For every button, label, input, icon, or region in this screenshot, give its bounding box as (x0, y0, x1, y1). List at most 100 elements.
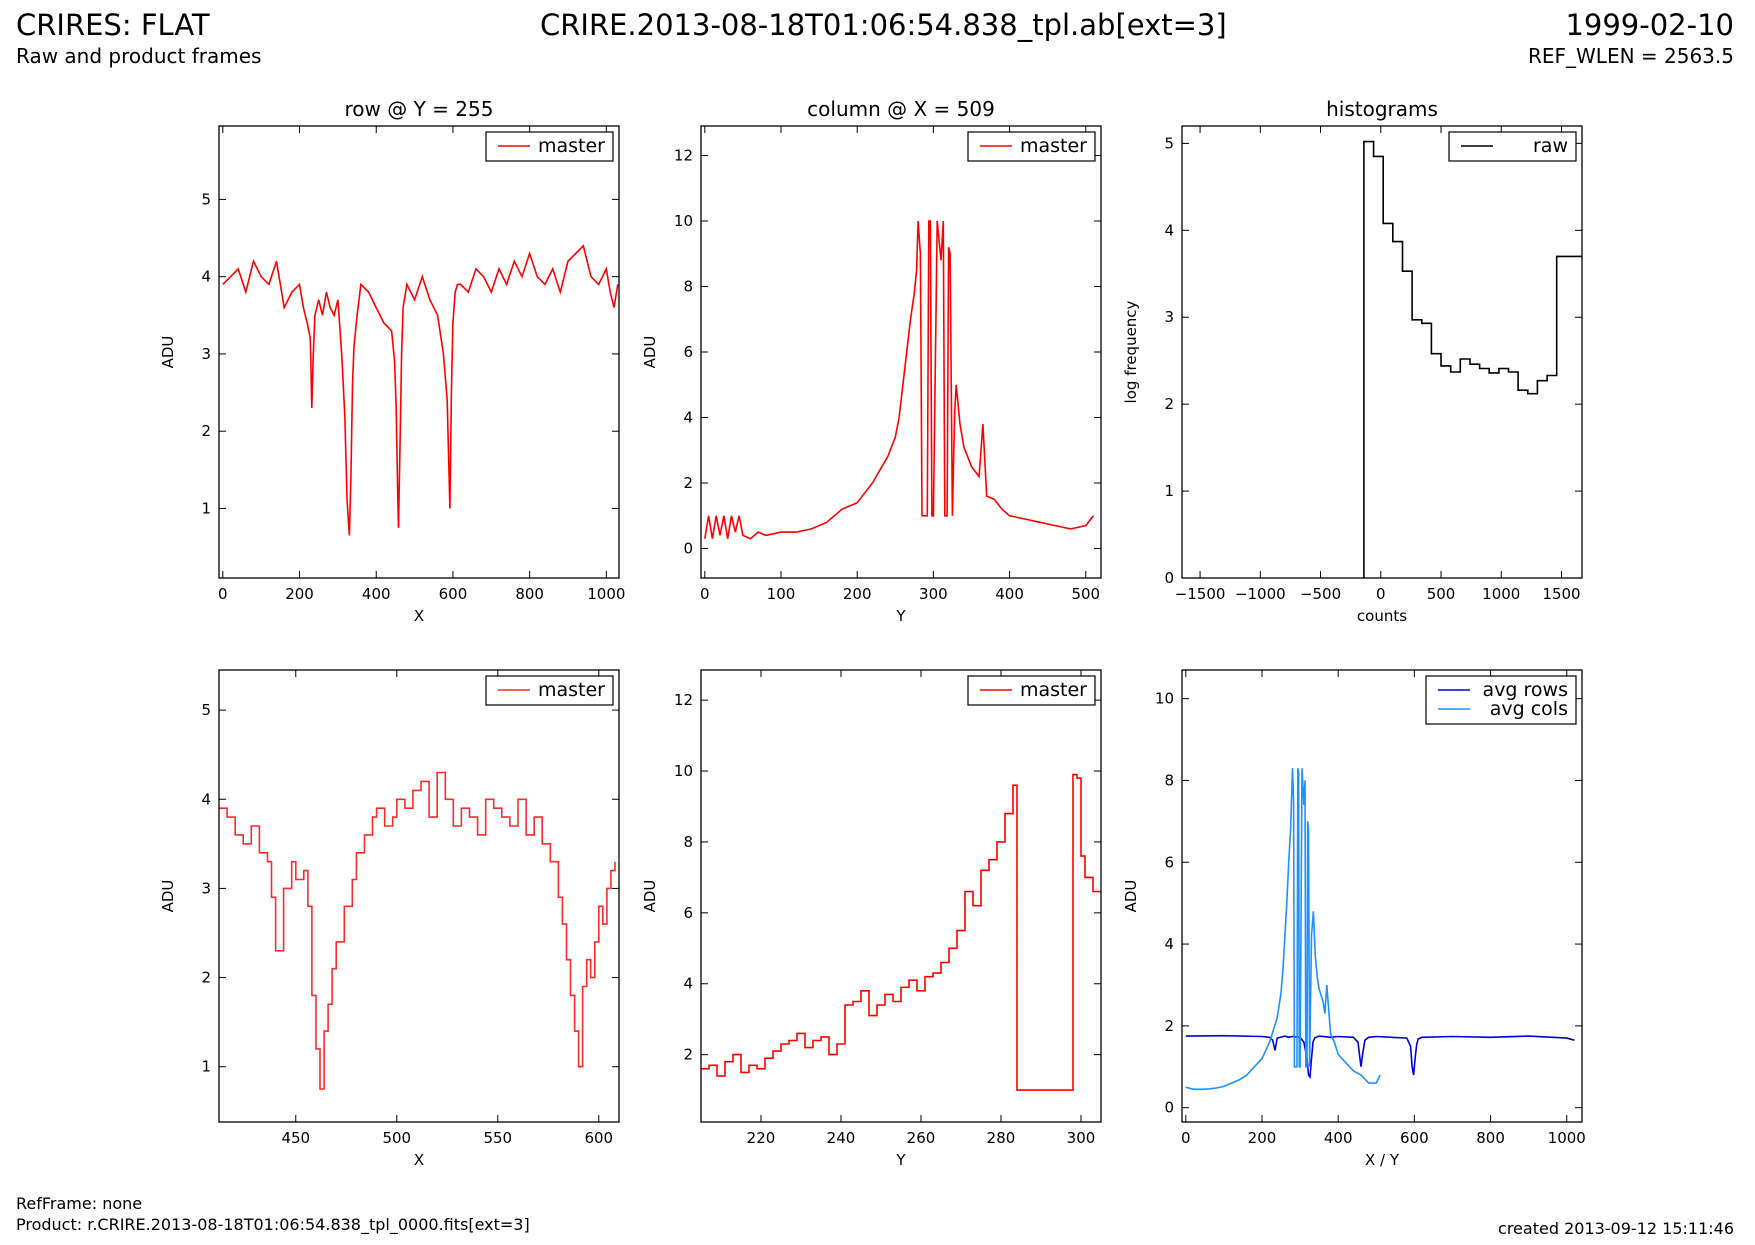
hist-series-0 (1363, 140, 1582, 578)
col-full-ytick-label-1: 2 (683, 474, 693, 492)
col-full-series-0 (704, 220, 1095, 540)
report-subtitle: Raw and product frames (16, 44, 262, 68)
row-zoom-ytick-label-2: 3 (201, 879, 211, 897)
refframe-label: RefFrame: none (16, 1194, 143, 1213)
avg-legend-label-1: avg cols (1490, 698, 1568, 720)
col-zoom-ytick-label-5: 12 (674, 691, 693, 709)
col-full-xtick-label-0: 0 (700, 585, 710, 603)
row-zoom-xtick-label-2: 550 (483, 1129, 512, 1147)
col-full-ytick-label-2: 4 (683, 409, 693, 427)
avg-chart: 0 200 400 600 800 1000 0 2 4 6 8 10 X / Y ADU avg rows… (1122, 669, 1586, 1169)
row-full-ytick-label-2: 3 (201, 345, 211, 363)
row-full-title: row @ Y = 255 (345, 97, 494, 121)
col-zoom-ytick-label-4: 10 (674, 762, 693, 780)
col-zoom-xlabel: Y (895, 1151, 906, 1169)
col-zoom-xtick-label-1: 240 (827, 1129, 856, 1147)
hist-xtick-label-5: 1000 (1482, 585, 1520, 603)
col-full-title: column @ X = 509 (807, 97, 995, 121)
avg-xtick-label-3: 600 (1400, 1129, 1429, 1147)
avg-xtick-label-2: 400 (1324, 1129, 1353, 1147)
avg-xtick-label-0: 0 (1181, 1129, 1191, 1147)
hist-ytick-label-5: 5 (1164, 134, 1174, 152)
hist-legend-label-0: raw (1533, 135, 1568, 157)
row-full-ytick-label-1: 2 (201, 422, 211, 440)
col-full-chart: 0 100 200 300 400 500 0 2 4 6 8 10 12 column @ X = 50… (641, 97, 1102, 625)
hist-xtick-label-3: 0 (1376, 585, 1386, 603)
hist-xtick-label-4: 500 (1427, 585, 1456, 603)
col-full-xtick-label-5: 500 (1071, 585, 1100, 603)
row-zoom-xtick-label-0: 450 (281, 1129, 310, 1147)
avg-frame (1181, 669, 1583, 1123)
hist-ylabel: log frequency (1122, 300, 1140, 403)
avg-xtick-label-1: 200 (1248, 1129, 1277, 1147)
col-full-xtick-label-1: 100 (767, 585, 796, 603)
row-full-frame (218, 125, 620, 579)
row-full-xtick-label-2: 400 (362, 585, 391, 603)
created-label: created 2013-09-12 15:11:46 (1498, 1219, 1734, 1238)
avg-series-0 (1185, 1034, 1575, 1080)
row-full-series-0 (222, 244, 619, 536)
avg-xlabel: X / Y (1365, 1151, 1400, 1169)
row-zoom-chart: 450 500 550 600 1 2 3 4 5 X ADU master (159, 669, 620, 1169)
avg-xtick-label-5: 1000 (1548, 1129, 1586, 1147)
avg-ytick-label-5: 10 (1155, 690, 1174, 708)
row-zoom-ytick-label-0: 1 (201, 1058, 211, 1076)
row-full-xtick-label-4: 800 (515, 585, 544, 603)
hist-ytick-label-4: 4 (1164, 221, 1174, 239)
col-full-ylabel: ADU (641, 336, 659, 369)
avg-ytick-label-2: 4 (1164, 935, 1174, 953)
report-title: CRIRES: FLAT (16, 8, 210, 42)
hist-xtick-label-2: −500 (1300, 585, 1341, 603)
row-full-chart: 0 200 400 600 800 1000 1 2 3 4 5 row @ Y = 255 X ADU m… (159, 97, 625, 625)
col-zoom-ytick-label-0: 2 (683, 1046, 693, 1064)
col-zoom-series-0 (701, 773, 1101, 1091)
col-full-xtick-label-3: 300 (919, 585, 948, 603)
row-zoom-series-0 (219, 771, 616, 1090)
col-full-frame (700, 125, 1102, 579)
col-full-ytick-label-4: 8 (683, 277, 693, 295)
col-zoom-xtick-label-3: 280 (987, 1129, 1016, 1147)
row-full-xlabel: X (414, 607, 424, 625)
row-full-xtick-label-1: 200 (285, 585, 314, 603)
row-zoom-ylabel: ADU (159, 880, 177, 913)
hist-title: histograms (1326, 97, 1438, 121)
col-full-legend-label-0: master (1020, 135, 1087, 157)
col-full-ytick-label-3: 6 (683, 343, 693, 361)
row-full-ylabel: ADU (159, 336, 177, 369)
col-full-ytick-label-6: 12 (674, 146, 693, 164)
row-zoom-ytick-label-1: 2 (201, 969, 211, 987)
col-full-ytick-label-5: 10 (674, 212, 693, 230)
hist-xtick-label-0: −1500 (1175, 585, 1226, 603)
avg-ytick-label-3: 6 (1164, 853, 1174, 871)
col-zoom-frame (700, 669, 1102, 1123)
row-zoom-frame (218, 669, 620, 1123)
col-zoom-xtick-label-0: 220 (747, 1129, 776, 1147)
avg-series-1 (1185, 768, 1381, 1091)
hist-ytick-label-3: 3 (1164, 308, 1174, 326)
col-full-ytick-label-0: 0 (683, 540, 693, 558)
hist-ytick-label-1: 1 (1164, 482, 1174, 500)
col-zoom-ylabel: ADU (641, 880, 659, 913)
hist-xlabel: counts (1357, 607, 1407, 625)
row-full-legend-label-0: master (538, 135, 605, 157)
row-full-ytick-label-0: 1 (201, 499, 211, 517)
col-zoom-xtick-label-4: 300 (1067, 1129, 1096, 1147)
col-zoom-chart: 220 240 260 280 300 2 4 6 8 10 12 Y ADU master (641, 669, 1102, 1169)
row-full-xtick-label-5: 1000 (587, 585, 625, 603)
col-zoom-ytick-label-1: 4 (683, 975, 693, 993)
avg-legend (1425, 675, 1577, 725)
avg-ytick-label-0: 0 (1164, 1099, 1174, 1117)
col-zoom-xtick-label-2: 260 (907, 1129, 936, 1147)
row-zoom-ytick-label-3: 4 (201, 790, 211, 808)
col-zoom-ytick-label-2: 6 (683, 904, 693, 922)
hist-xtick-label-6: 1500 (1542, 585, 1580, 603)
avg-xtick-label-4: 800 (1476, 1129, 1505, 1147)
hist-ytick-label-2: 2 (1164, 395, 1174, 413)
row-full-xtick-label-0: 0 (218, 585, 228, 603)
col-full-xtick-label-2: 200 (843, 585, 872, 603)
avg-ytick-label-1: 2 (1164, 1017, 1174, 1035)
row-zoom-legend-label-0: master (538, 679, 605, 701)
row-zoom-ytick-label-4: 5 (201, 701, 211, 719)
product-label: Product: r.CRIRE.2013-08-18T01:06:54.838… (16, 1215, 530, 1234)
row-zoom-xtick-label-3: 600 (584, 1129, 613, 1147)
